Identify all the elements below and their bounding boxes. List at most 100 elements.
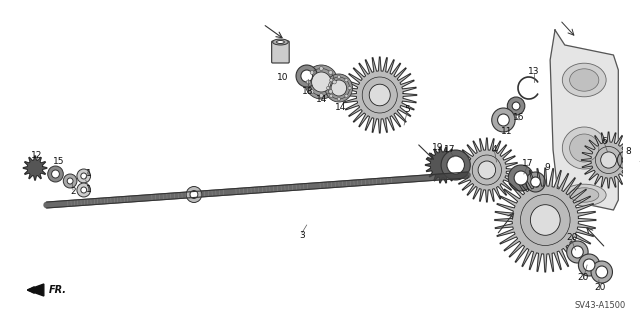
- Circle shape: [583, 259, 595, 271]
- Text: 15: 15: [52, 157, 64, 166]
- Text: FR.: FR.: [49, 285, 67, 295]
- Circle shape: [622, 156, 630, 164]
- Text: 18: 18: [302, 87, 314, 97]
- Circle shape: [618, 151, 635, 169]
- Circle shape: [307, 80, 310, 84]
- Circle shape: [508, 165, 534, 191]
- Circle shape: [329, 70, 333, 74]
- Text: 14: 14: [335, 102, 346, 112]
- Text: 5: 5: [404, 106, 410, 115]
- Text: 6: 6: [602, 137, 607, 146]
- Circle shape: [447, 156, 465, 174]
- Circle shape: [77, 183, 90, 197]
- Circle shape: [601, 152, 616, 168]
- Circle shape: [596, 266, 607, 278]
- Circle shape: [531, 205, 560, 235]
- Circle shape: [512, 102, 520, 110]
- Polygon shape: [28, 284, 44, 296]
- Text: SV43-A1500: SV43-A1500: [575, 301, 626, 310]
- Circle shape: [312, 72, 331, 92]
- Text: 10: 10: [276, 72, 288, 81]
- Circle shape: [579, 254, 600, 276]
- Ellipse shape: [276, 41, 284, 43]
- Circle shape: [319, 67, 323, 70]
- Circle shape: [441, 150, 470, 180]
- Text: 20: 20: [594, 284, 605, 293]
- Circle shape: [326, 86, 330, 90]
- Text: 7: 7: [638, 160, 640, 169]
- Text: 8: 8: [625, 147, 631, 157]
- Polygon shape: [24, 156, 47, 180]
- Text: 3: 3: [299, 231, 305, 240]
- Circle shape: [329, 90, 333, 93]
- Text: 19: 19: [433, 144, 444, 152]
- Ellipse shape: [570, 188, 599, 202]
- Circle shape: [636, 157, 640, 163]
- Polygon shape: [550, 30, 618, 210]
- Circle shape: [337, 97, 340, 101]
- Text: 13: 13: [528, 68, 540, 77]
- Text: 20: 20: [566, 234, 577, 242]
- Circle shape: [331, 80, 347, 96]
- Circle shape: [369, 84, 390, 106]
- Ellipse shape: [273, 39, 288, 45]
- Circle shape: [63, 174, 77, 188]
- Text: 12: 12: [31, 151, 43, 160]
- Circle shape: [301, 70, 312, 82]
- Text: 17: 17: [522, 159, 534, 167]
- Circle shape: [345, 94, 348, 98]
- Circle shape: [81, 173, 86, 179]
- Circle shape: [591, 261, 612, 283]
- Text: 14: 14: [316, 95, 327, 105]
- Circle shape: [348, 86, 351, 90]
- Circle shape: [526, 172, 545, 192]
- Circle shape: [337, 75, 340, 79]
- Circle shape: [632, 153, 640, 167]
- Text: 9: 9: [545, 162, 550, 172]
- Circle shape: [296, 65, 317, 87]
- Text: 20: 20: [577, 273, 589, 283]
- FancyBboxPatch shape: [271, 41, 289, 63]
- Text: 4: 4: [492, 145, 497, 154]
- Circle shape: [48, 166, 63, 182]
- Circle shape: [497, 114, 509, 126]
- Circle shape: [566, 241, 588, 263]
- Text: 1: 1: [86, 168, 92, 177]
- Circle shape: [330, 94, 333, 98]
- Text: 1: 1: [86, 186, 92, 195]
- Polygon shape: [456, 138, 518, 202]
- Circle shape: [531, 177, 540, 187]
- Circle shape: [333, 80, 337, 84]
- Circle shape: [325, 74, 353, 102]
- Polygon shape: [426, 147, 461, 183]
- Text: 16: 16: [513, 114, 525, 122]
- Circle shape: [305, 65, 338, 99]
- Text: 11: 11: [500, 128, 512, 137]
- Ellipse shape: [570, 69, 599, 91]
- Circle shape: [345, 78, 348, 82]
- Text: 17: 17: [444, 145, 456, 154]
- Polygon shape: [495, 168, 596, 272]
- Polygon shape: [343, 57, 417, 133]
- Circle shape: [67, 178, 73, 184]
- Circle shape: [492, 108, 515, 132]
- Circle shape: [319, 93, 323, 98]
- Ellipse shape: [563, 184, 606, 206]
- Ellipse shape: [563, 63, 606, 97]
- Circle shape: [186, 187, 202, 203]
- Circle shape: [330, 78, 333, 82]
- Circle shape: [572, 246, 583, 258]
- Circle shape: [514, 171, 528, 185]
- Circle shape: [508, 97, 525, 115]
- Circle shape: [310, 90, 314, 93]
- Circle shape: [52, 170, 60, 178]
- Circle shape: [190, 190, 198, 198]
- Circle shape: [310, 70, 314, 74]
- Circle shape: [478, 161, 495, 179]
- Polygon shape: [581, 132, 636, 188]
- Ellipse shape: [563, 127, 606, 169]
- Text: 2: 2: [70, 188, 76, 197]
- Ellipse shape: [570, 134, 599, 162]
- Circle shape: [81, 187, 86, 193]
- Circle shape: [77, 169, 90, 183]
